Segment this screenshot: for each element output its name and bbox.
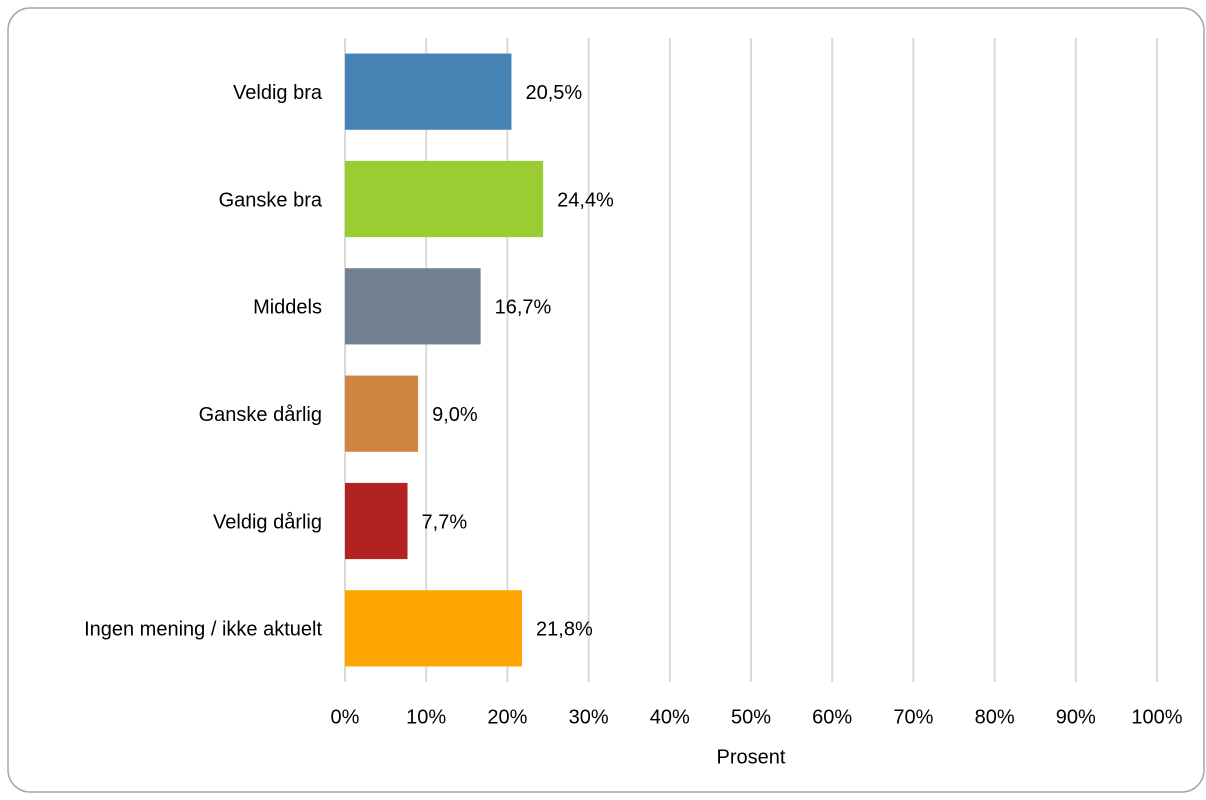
x-axis-label: Prosent [717,746,786,768]
x-tick-label: 10% [406,706,446,728]
x-tick-label: 80% [975,706,1015,728]
x-tick-label: 50% [731,706,771,728]
y-tick-label: Ganske bra [219,189,323,211]
x-tick-label: 90% [1056,706,1096,728]
data-label: 7,7% [422,511,468,533]
x-tick-label: 20% [487,706,527,728]
x-tick-label: 30% [569,706,609,728]
x-tick-label: 40% [650,706,690,728]
y-tick-label: Ingen mening / ikke aktuelt [84,619,322,641]
data-label: 21,8% [536,619,593,641]
bar [345,590,523,667]
bar [345,53,512,130]
x-tick-label: 70% [893,706,933,728]
bar [345,160,544,238]
y-tick-label: Veldig bra [233,82,323,104]
y-tick-label: Ganske dårlig [199,404,322,426]
data-label: 20,5% [525,82,582,104]
chart-border [7,7,1205,793]
x-tick-label: 100% [1131,706,1182,728]
x-tick-label: 0% [331,706,360,728]
bar [345,268,481,345]
data-label: 9,0% [432,404,478,426]
bar [345,482,408,560]
y-tick-label: Veldig dårlig [213,511,322,533]
x-tick-label: 60% [812,706,852,728]
data-label: 24,4% [557,189,614,211]
data-label: 16,7% [495,297,552,319]
bar [345,375,419,452]
y-tick-label: Middels [253,297,322,319]
